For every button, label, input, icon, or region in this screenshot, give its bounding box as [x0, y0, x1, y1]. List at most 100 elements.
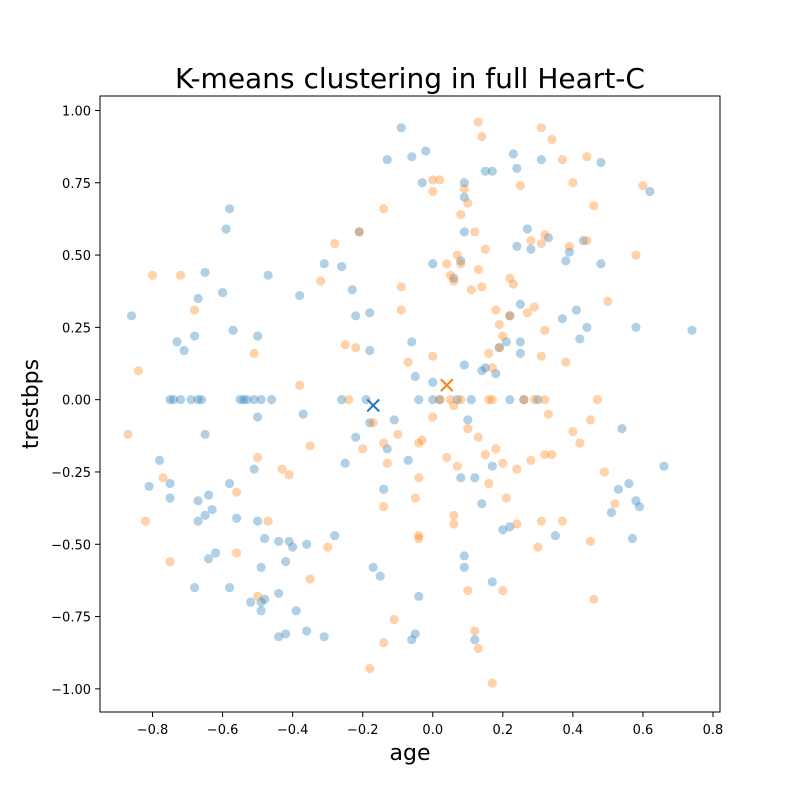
plot-frame	[99, 95, 721, 713]
data-point-cluster-0	[456, 473, 466, 483]
data-point-cluster-0	[189, 331, 200, 341]
chart-title: K-means clustering in full Heart-C	[175, 62, 645, 95]
data-point-cluster-0	[645, 186, 655, 197]
data-point-cluster-1	[330, 238, 340, 249]
y-tick-label: 0.00	[62, 394, 91, 409]
data-point-cluster-1	[442, 452, 452, 463]
data-point-cluster-1	[305, 574, 315, 584]
y-tick-label: 1.00	[62, 104, 91, 119]
data-point-cluster-0	[256, 562, 266, 572]
data-point-cluster-0	[487, 577, 497, 587]
data-point-cluster-0	[337, 262, 347, 272]
data-point-cluster-1	[410, 493, 420, 503]
data-point-cluster-0	[365, 308, 375, 318]
data-point-cluster-0	[175, 395, 186, 405]
data-point-cluster-1	[589, 201, 599, 211]
data-point-cluster-1	[165, 557, 175, 567]
data-point-cluster-0	[512, 163, 522, 173]
data-point-cluster-1	[582, 152, 592, 162]
data-point-cluster-0	[225, 583, 235, 593]
data-point-cluster-1	[449, 519, 459, 529]
data-point-cluster-1	[498, 458, 508, 468]
data-point-cluster-0	[477, 366, 487, 376]
data-point-cluster-1	[277, 464, 287, 474]
data-point-cluster-1	[557, 155, 567, 165]
data-point-cluster-0	[235, 395, 245, 405]
data-point-cluster-0	[470, 473, 480, 483]
data-point-cluster-1	[389, 614, 399, 625]
data-point-cluster-1	[568, 178, 578, 188]
data-point-cluster-1	[368, 418, 378, 428]
data-point-cluster-1	[459, 183, 469, 194]
data-point-cluster-0	[351, 432, 361, 442]
data-point-cluster-1	[417, 435, 427, 445]
data-point-cluster-1	[344, 395, 354, 405]
data-point-cluster-0	[165, 395, 175, 405]
data-point-cluster-0	[253, 412, 263, 422]
data-point-cluster-1	[473, 432, 483, 442]
data-point-cluster-1	[491, 305, 501, 315]
data-point-cluster-0	[596, 259, 606, 269]
data-point-cluster-0	[193, 496, 203, 506]
data-point-cluster-0	[505, 311, 515, 321]
data-point-cluster-1	[463, 585, 473, 596]
data-point-cluster-0	[193, 395, 203, 405]
data-point-cluster-0	[515, 337, 525, 347]
data-point-cluster-0	[421, 146, 431, 156]
data-point-cluster-0	[246, 597, 256, 607]
x-tick-label: −0.2	[347, 723, 379, 738]
data-point-cluster-0	[407, 337, 417, 347]
data-point-cluster-1	[575, 438, 585, 448]
data-point-cluster-1	[582, 236, 592, 246]
data-point-cluster-0	[582, 322, 592, 332]
data-point-cluster-0	[365, 345, 375, 356]
data-point-cluster-0	[126, 311, 137, 321]
y-tick-label: 0.50	[62, 249, 91, 264]
data-point-cluster-1	[140, 516, 151, 526]
data-point-cluster-0	[428, 377, 438, 387]
data-point-cluster-0	[428, 395, 438, 405]
data-point-cluster-0	[179, 345, 189, 356]
data-point-cluster-0	[281, 629, 291, 639]
data-point-cluster-0	[295, 290, 305, 301]
data-point-cluster-0	[459, 562, 469, 572]
data-point-cluster-1	[536, 238, 546, 249]
data-point-cluster-1	[540, 325, 550, 335]
data-point-cluster-1	[540, 395, 550, 405]
data-point-cluster-0	[319, 632, 329, 642]
data-point-cluster-0	[463, 415, 473, 425]
data-point-cluster-1	[487, 363, 497, 373]
data-point-cluster-0	[207, 504, 217, 515]
data-point-cluster-1	[316, 276, 326, 286]
data-point-cluster-1	[442, 259, 452, 269]
data-point-cluster-1	[547, 134, 557, 144]
data-point-cluster-1	[414, 438, 424, 448]
y-tick-label: −1.00	[51, 683, 91, 698]
data-point-cluster-0	[494, 343, 504, 353]
data-point-cluster-0	[533, 395, 543, 405]
data-point-cluster-0	[232, 513, 242, 523]
data-point-cluster-0	[557, 314, 567, 324]
data-point-cluster-1	[428, 351, 438, 361]
data-point-cluster-0	[193, 293, 203, 304]
data-point-cluster-1	[452, 250, 462, 260]
data-point-cluster-0	[470, 635, 480, 645]
data-point-cluster-0	[501, 337, 511, 347]
data-point-cluster-1	[568, 426, 578, 437]
data-point-cluster-0	[505, 522, 515, 532]
data-point-cluster-1	[603, 296, 613, 306]
data-point-cluster-1	[585, 536, 595, 546]
data-point-cluster-0	[200, 510, 210, 520]
data-point-cluster-1	[519, 395, 529, 405]
data-point-cluster-0	[263, 270, 273, 280]
data-point-cluster-0	[631, 496, 641, 506]
data-point-cluster-1	[463, 423, 473, 434]
data-point-cluster-1	[599, 467, 610, 477]
data-point-cluster-0	[256, 606, 266, 616]
data-point-cluster-1	[263, 516, 273, 526]
data-point-cluster-1	[340, 340, 350, 350]
x-tick-label: −0.8	[137, 723, 169, 738]
y-tick-label: 0.25	[62, 321, 91, 336]
data-point-cluster-1	[547, 450, 557, 460]
